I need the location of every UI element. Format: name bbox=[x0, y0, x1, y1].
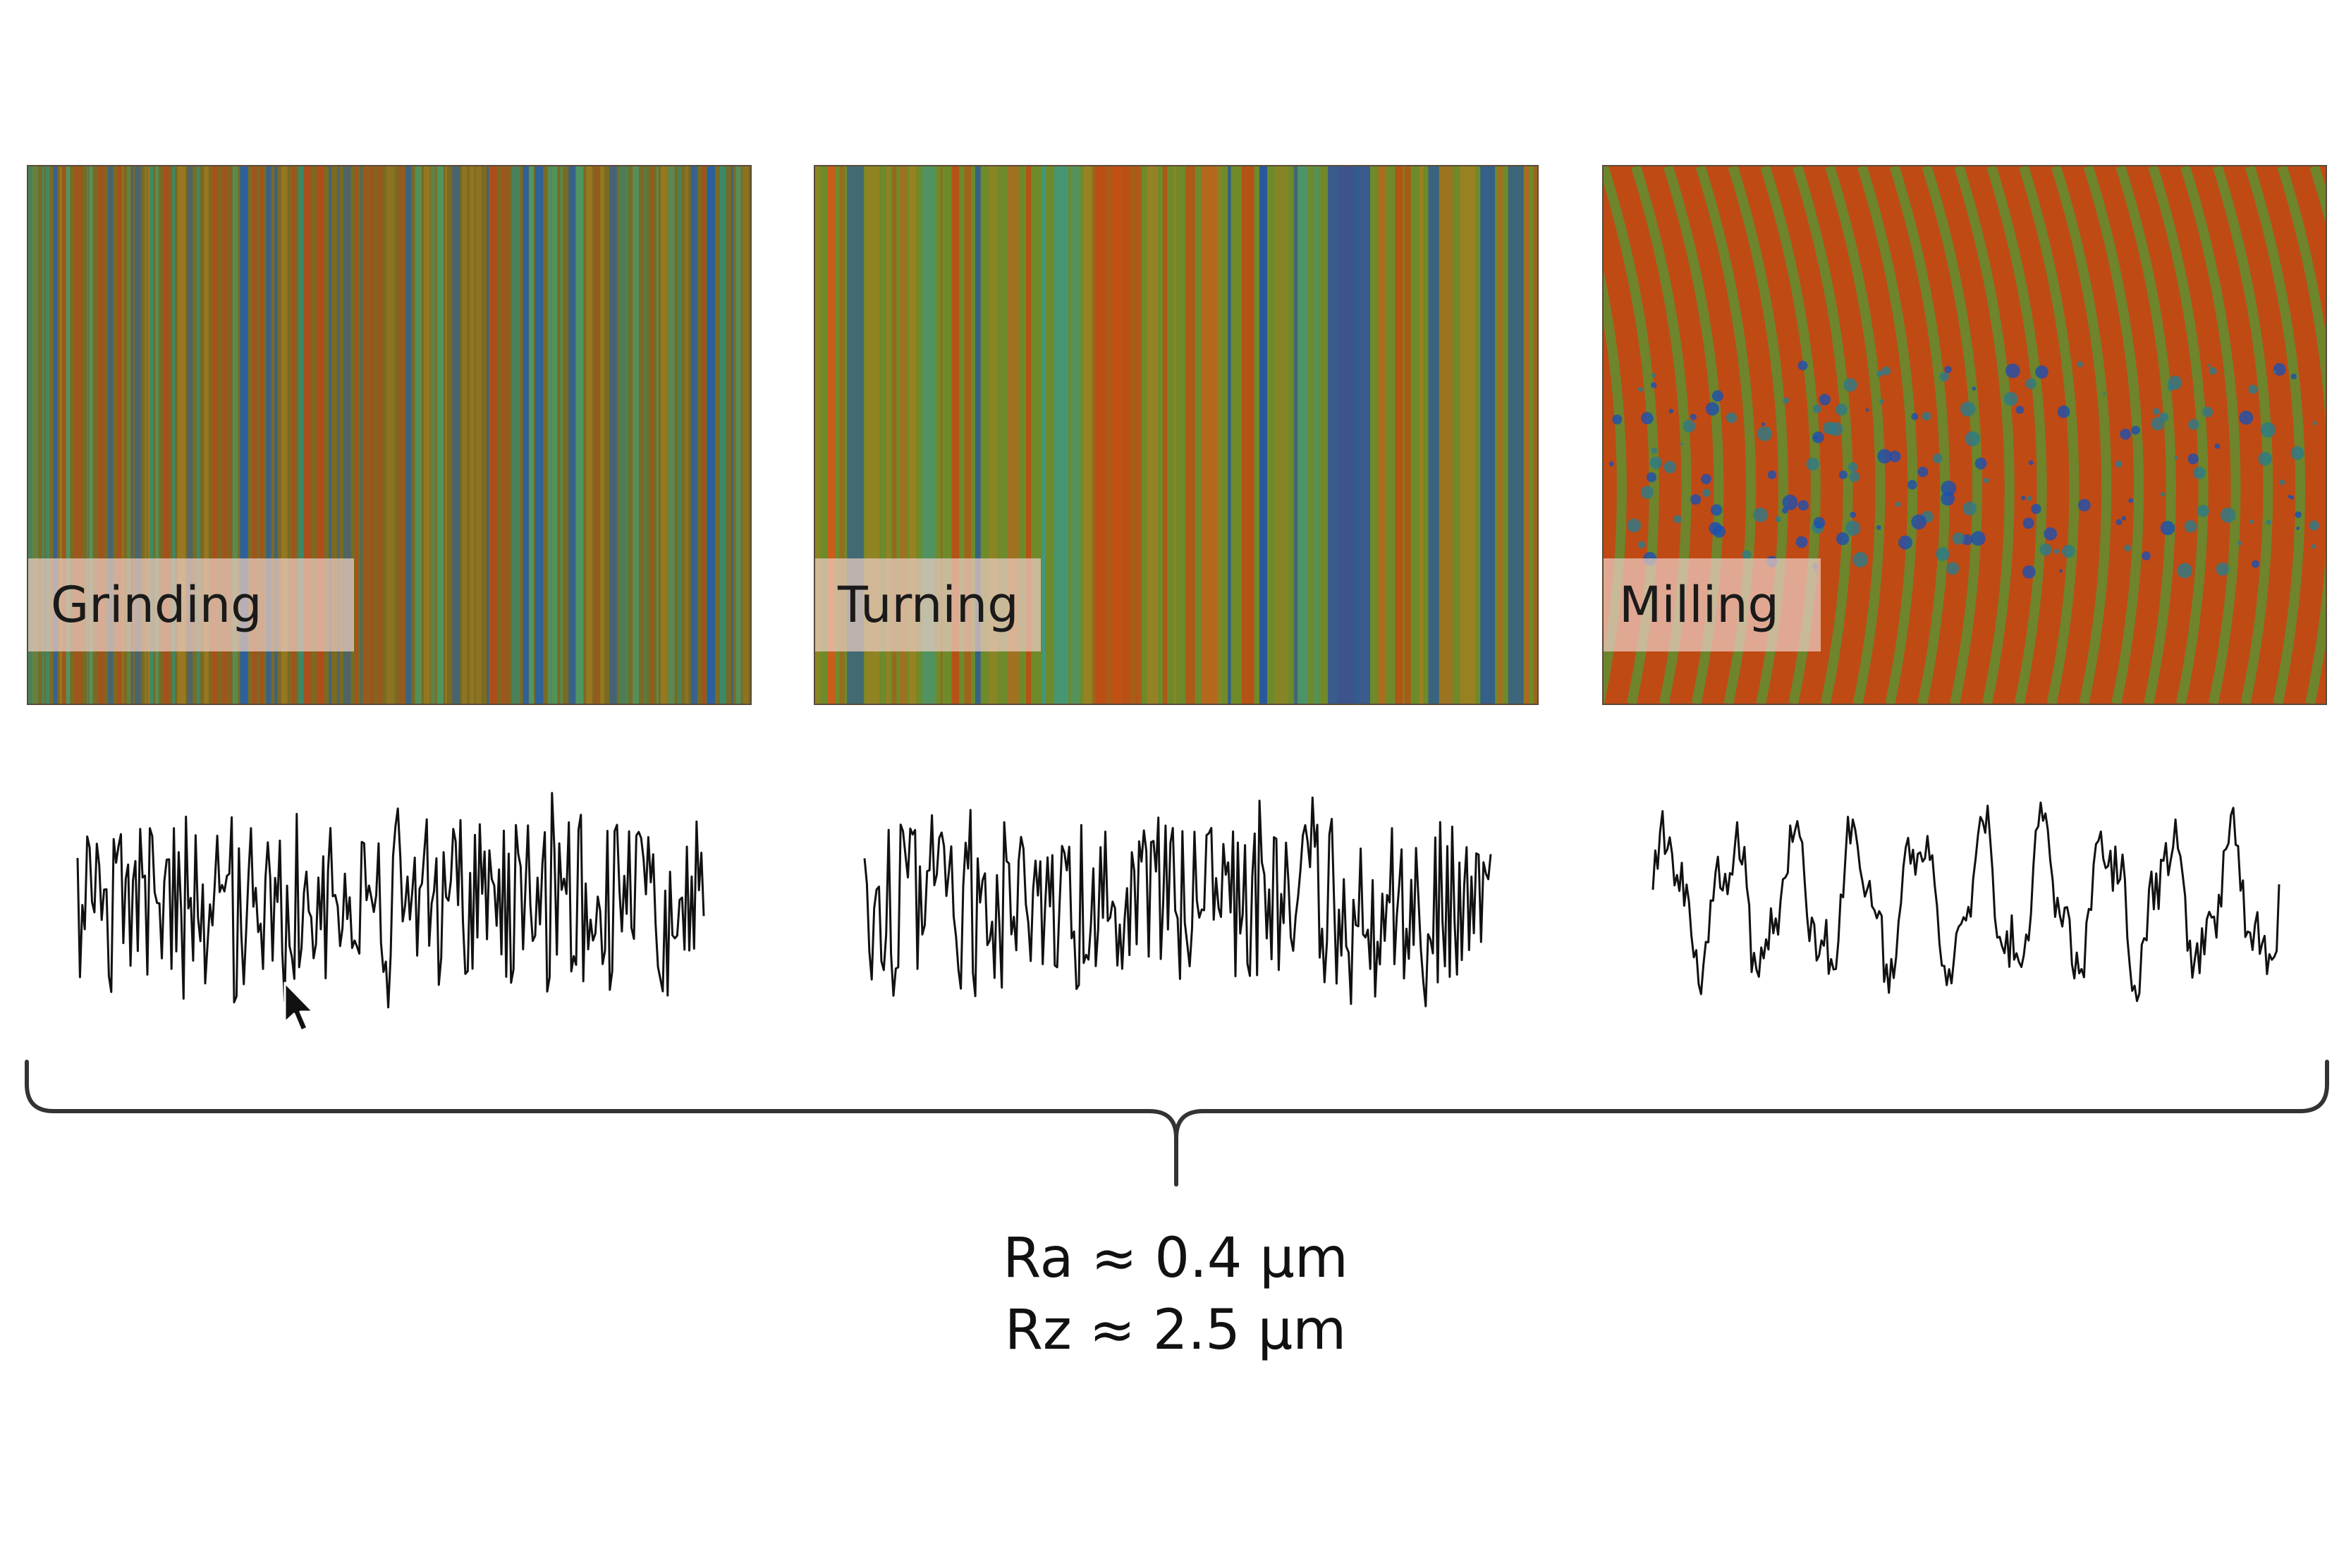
turning-profile-trace bbox=[863, 796, 1492, 1007]
rz-formula: Rz ≈ 2.5 µm bbox=[1004, 1299, 1347, 1362]
grinding-profile-trace bbox=[76, 792, 705, 1009]
grinding-label-box: Grinding bbox=[28, 558, 354, 651]
turning-texture-panel: Turning bbox=[814, 165, 1539, 705]
ra-formula: Ra ≈ 0.4 µm bbox=[1003, 1227, 1348, 1290]
profile-line bbox=[76, 792, 705, 1009]
mouse-pointer-icon bbox=[283, 981, 315, 1032]
turning-texture-image bbox=[815, 166, 1537, 704]
grinding-texture-panel: Grinding bbox=[27, 165, 752, 705]
turning-label-box: Turning bbox=[815, 558, 1041, 651]
grinding-label: Grinding bbox=[51, 576, 262, 634]
profile-line bbox=[863, 796, 1492, 1007]
curly-brace-icon bbox=[25, 1060, 2329, 1187]
milling-profile-trace bbox=[1651, 801, 2280, 1003]
milling-label: Milling bbox=[1619, 576, 1779, 634]
milling-label-box: Milling bbox=[1604, 558, 1821, 651]
turning-label: Turning bbox=[838, 576, 1019, 634]
grinding-texture-image bbox=[28, 166, 750, 704]
profile-line bbox=[1651, 801, 2280, 1003]
milling-texture-panel: Milling bbox=[1602, 165, 2327, 705]
